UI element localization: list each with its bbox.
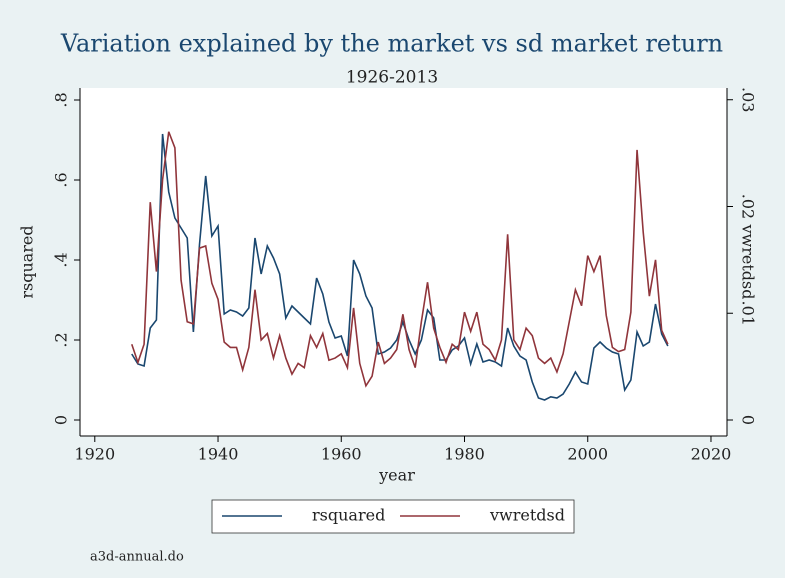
x-tick-label: 1920 [74,445,115,464]
x-tick-label: 1940 [198,445,239,464]
y2-axis-title: vwretdsd [739,224,758,300]
legend-label: rsquared [312,506,385,525]
y-tick-label: 0 [52,415,71,425]
y2-tick-label: 0 [739,415,758,425]
line-series [131,131,669,388]
note: a3d-annual.do [90,550,184,565]
y2-tick-label: .02 [739,194,758,219]
y-tick-label: .8 [52,92,71,107]
legend-label: vwretdsd [489,506,565,525]
x-tick-label: 1980 [444,445,485,464]
y-tick-label: .4 [52,252,71,267]
x-tick-label: 2020 [691,445,732,464]
chart-title: Variation explained by the market vs sd … [60,30,723,58]
x-tick-label: 2000 [567,445,608,464]
y-tick-label: .6 [52,172,71,187]
y2-tick-label: .03 [739,87,758,112]
y-axis-title: rsquared [18,225,37,298]
plot-area [80,88,727,436]
y2-tick-label: .01 [739,301,758,326]
x-axis-title: year [378,466,415,485]
x-tick-label: 1960 [321,445,362,464]
y-tick-label: .2 [52,332,71,347]
chart-subtitle: 1926-2013 [346,68,438,88]
